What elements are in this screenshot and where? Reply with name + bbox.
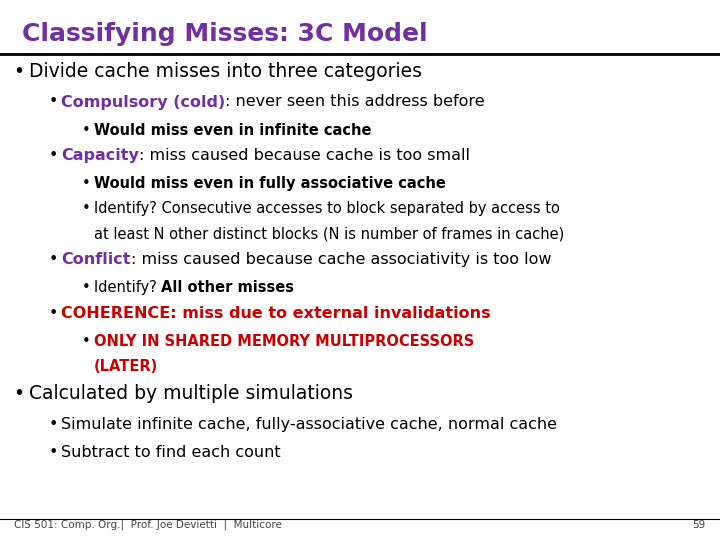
- Text: Identify? Consecutive accesses to block separated by access to: Identify? Consecutive accesses to block …: [94, 201, 559, 217]
- Text: : never seen this address before: : never seen this address before: [225, 94, 485, 110]
- Text: Simulate infinite cache, fully-associative cache, normal cache: Simulate infinite cache, fully-associati…: [61, 417, 557, 432]
- Text: Calculated by multiple simulations: Calculated by multiple simulations: [29, 384, 353, 403]
- Text: Would miss even in fully associative cache: Would miss even in fully associative cac…: [94, 176, 446, 191]
- Text: Capacity: Capacity: [61, 148, 139, 163]
- Text: COHERENCE: miss due to external invalidations: COHERENCE: miss due to external invalida…: [61, 306, 491, 321]
- Text: •: •: [48, 306, 58, 321]
- Text: •: •: [82, 123, 91, 138]
- Text: All other misses: All other misses: [161, 280, 294, 295]
- Text: Subtract to find each count: Subtract to find each count: [61, 445, 281, 460]
- Text: Conflict: Conflict: [61, 252, 131, 267]
- Text: •: •: [48, 417, 58, 432]
- Text: at least N other distinct blocks (N is number of frames in cache): at least N other distinct blocks (N is n…: [94, 227, 564, 242]
- Text: •: •: [48, 148, 58, 163]
- Text: 59: 59: [693, 520, 706, 530]
- Text: •: •: [13, 384, 24, 403]
- Text: Identify?: Identify?: [94, 280, 161, 295]
- Text: •: •: [48, 94, 58, 110]
- Text: •: •: [48, 445, 58, 460]
- Text: : miss caused because cache associativity is too low: : miss caused because cache associativit…: [131, 252, 552, 267]
- Text: •: •: [82, 176, 91, 191]
- Text: Compulsory (cold): Compulsory (cold): [61, 94, 225, 110]
- Text: Would miss even in infinite cache: Would miss even in infinite cache: [94, 123, 371, 138]
- Text: Classifying Misses: 3C Model: Classifying Misses: 3C Model: [22, 22, 427, 45]
- Text: ONLY IN SHARED MEMORY MULTIPROCESSORS: ONLY IN SHARED MEMORY MULTIPROCESSORS: [94, 334, 474, 349]
- Text: •: •: [82, 280, 91, 295]
- Text: •: •: [82, 201, 91, 217]
- Text: •: •: [48, 252, 58, 267]
- Text: Divide cache misses into three categories: Divide cache misses into three categorie…: [29, 62, 422, 81]
- Text: (LATER): (LATER): [94, 359, 158, 374]
- Text: CIS 501: Comp. Org.|  Prof. Joe Devietti  |  Multicore: CIS 501: Comp. Org.| Prof. Joe Devietti …: [14, 520, 282, 530]
- Text: •: •: [13, 62, 24, 81]
- Text: •: •: [82, 334, 91, 349]
- Text: : miss caused because cache is too small: : miss caused because cache is too small: [139, 148, 470, 163]
